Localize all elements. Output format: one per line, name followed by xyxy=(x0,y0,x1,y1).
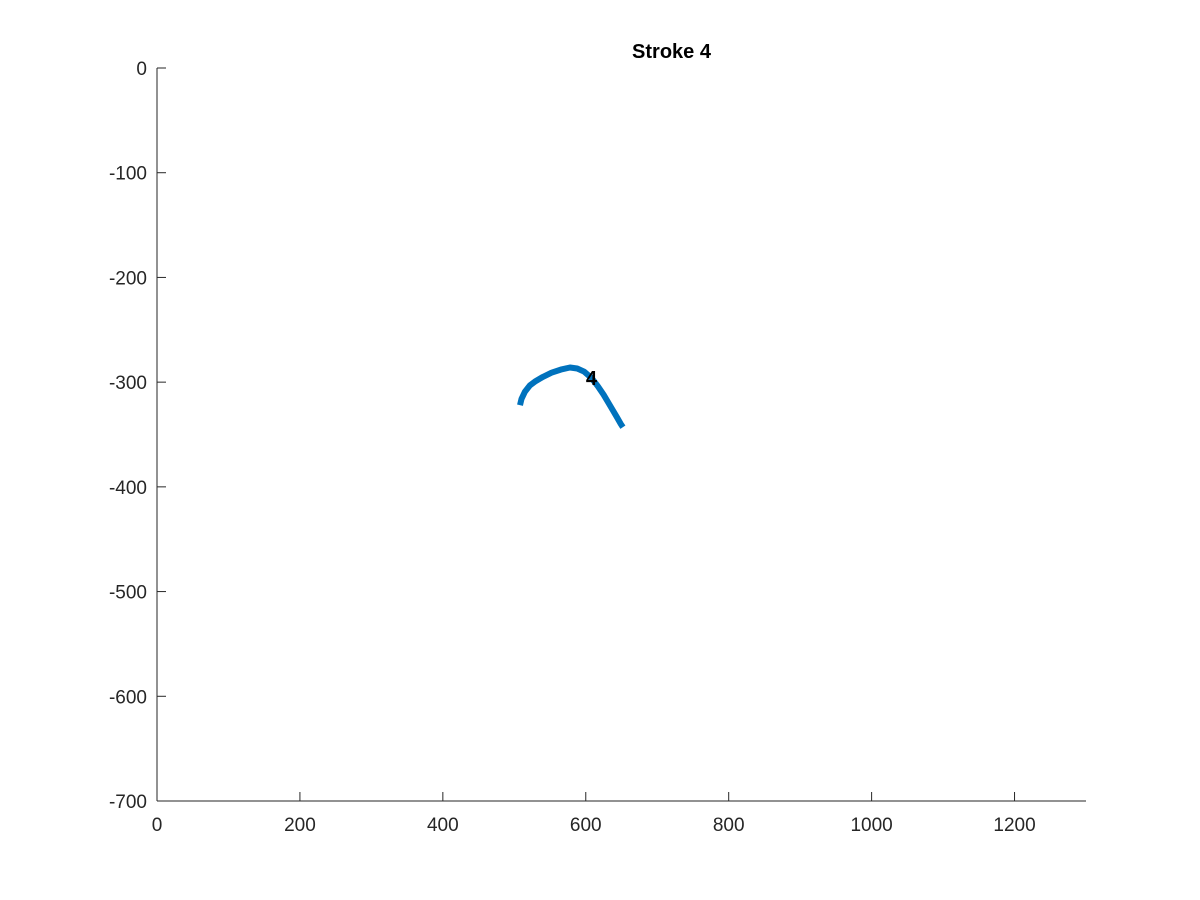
x-axis-ticks: 0 200 400 600 800 1000 1200 xyxy=(152,792,1036,836)
y-tick-label: -100 xyxy=(109,164,147,185)
y-tick-label: -400 xyxy=(109,478,147,499)
stroke-number-label: 4 xyxy=(586,368,598,390)
stroke-series-line xyxy=(517,364,626,429)
x-tick-label: 1000 xyxy=(850,815,892,836)
y-tick-label: -200 xyxy=(109,268,147,289)
axes xyxy=(156,68,1086,802)
y-tick-label: -300 xyxy=(109,373,147,394)
y-tick-label: 0 xyxy=(136,59,147,80)
y-tick-label: -600 xyxy=(109,687,147,708)
y-axis-ticks: 0 -100 -200 -300 -400 -500 -600 -700 xyxy=(109,59,166,813)
chart-title: Stroke 4 xyxy=(632,41,712,63)
annotation-layer: 4 xyxy=(586,368,598,390)
y-tick-label: -700 xyxy=(109,792,147,813)
x-tick-label: 0 xyxy=(152,815,163,836)
series-layer xyxy=(517,364,626,429)
x-tick-label: 800 xyxy=(713,815,745,836)
x-tick-label: 600 xyxy=(570,815,602,836)
x-tick-label: 400 xyxy=(427,815,459,836)
y-tick-label: -500 xyxy=(109,583,147,604)
x-tick-label: 1200 xyxy=(993,815,1035,836)
x-tick-label: 200 xyxy=(284,815,316,836)
